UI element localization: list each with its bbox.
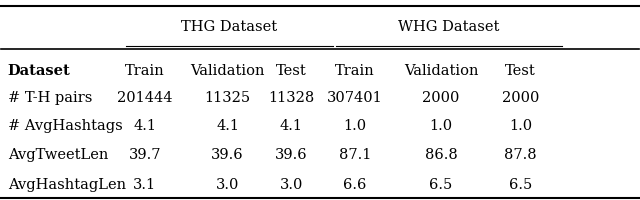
Text: 11328: 11328 <box>268 90 314 104</box>
Text: 4.1: 4.1 <box>280 119 303 133</box>
Text: 11325: 11325 <box>205 90 251 104</box>
Text: Validation: Validation <box>404 63 478 77</box>
Text: Train: Train <box>125 63 164 77</box>
Text: AvgHashtagLen: AvgHashtagLen <box>8 177 126 191</box>
Text: THG Dataset: THG Dataset <box>181 20 277 34</box>
Text: 3.1: 3.1 <box>133 177 156 191</box>
Text: 307401: 307401 <box>327 90 383 104</box>
Text: 2000: 2000 <box>422 90 460 104</box>
Text: 6.5: 6.5 <box>429 177 452 191</box>
Text: 6.5: 6.5 <box>509 177 532 191</box>
Text: 2000: 2000 <box>502 90 540 104</box>
Text: Test: Test <box>506 63 536 77</box>
Text: # AvgHashtags: # AvgHashtags <box>8 119 122 133</box>
Text: 6.6: 6.6 <box>343 177 367 191</box>
Text: 1.0: 1.0 <box>509 119 532 133</box>
Text: Validation: Validation <box>190 63 265 77</box>
Text: 4.1: 4.1 <box>216 119 239 133</box>
Text: Dataset: Dataset <box>8 63 70 77</box>
Text: 3.0: 3.0 <box>216 177 239 191</box>
Text: AvgTweetLen: AvgTweetLen <box>8 147 108 161</box>
Text: 1.0: 1.0 <box>344 119 367 133</box>
Text: 4.1: 4.1 <box>133 119 156 133</box>
Text: WHG Dataset: WHG Dataset <box>398 20 500 34</box>
Text: Test: Test <box>276 63 307 77</box>
Text: 87.8: 87.8 <box>504 147 537 161</box>
Text: 86.8: 86.8 <box>425 147 458 161</box>
Text: # T-H pairs: # T-H pairs <box>8 90 92 104</box>
Text: 87.1: 87.1 <box>339 147 371 161</box>
Text: Train: Train <box>335 63 375 77</box>
Text: 1.0: 1.0 <box>429 119 452 133</box>
Text: 3.0: 3.0 <box>280 177 303 191</box>
Text: 201444: 201444 <box>117 90 173 104</box>
Text: 39.6: 39.6 <box>275 147 308 161</box>
Text: 39.6: 39.6 <box>211 147 244 161</box>
Text: 39.7: 39.7 <box>129 147 161 161</box>
